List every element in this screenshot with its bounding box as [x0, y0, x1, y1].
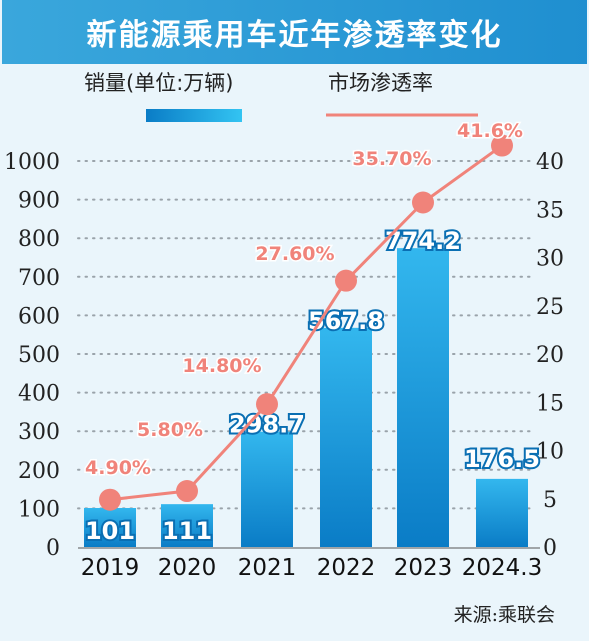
legend-bar-label: 销量(单位:万辆)	[84, 71, 233, 95]
line-value-label: 41.6%	[457, 120, 523, 142]
left-tick-label: 900	[18, 189, 60, 214]
left-tick-label: 600	[18, 304, 60, 329]
bar	[320, 327, 372, 547]
right-tick-label: 40	[536, 150, 564, 175]
line-point	[176, 480, 198, 503]
line-value-label: 5.80%	[137, 419, 203, 441]
legend-line-label: 市场渗透率	[328, 71, 433, 95]
source-note: 来源:乘联会	[453, 604, 555, 626]
left-tick-label: 1000	[4, 150, 60, 175]
bar-value-label: 111	[162, 517, 212, 545]
bar	[397, 248, 449, 547]
x-tick-label: 2020	[158, 555, 217, 581]
line-point	[256, 393, 278, 416]
line-point	[99, 488, 121, 511]
x-tick-label: 2021	[238, 555, 297, 581]
left-tick-label: 500	[18, 343, 60, 368]
left-tick-label: 400	[18, 382, 60, 407]
legend-bar-swatch	[146, 109, 242, 122]
left-tick-label: 700	[18, 266, 60, 291]
bar-series	[84, 248, 528, 547]
right-tick-label: 25	[536, 295, 564, 320]
line-point	[335, 269, 357, 292]
left-tick-label: 0	[46, 536, 60, 561]
x-axis: 2019 2020 2021 2022 2023 2024.3	[78, 547, 542, 581]
line-value-label: 35.70%	[352, 148, 431, 170]
line-point	[412, 191, 434, 214]
right-tick-label: 20	[536, 343, 564, 368]
left-tick-label: 300	[18, 420, 60, 445]
bar	[241, 431, 293, 547]
bar	[161, 504, 213, 547]
right-tick-label: 10	[536, 440, 564, 465]
left-tick-label: 800	[18, 227, 60, 252]
line-point	[491, 134, 513, 157]
left-tick-label: 200	[18, 459, 60, 484]
x-tick-label: 2022	[317, 555, 376, 581]
x-tick-label: 2019	[81, 555, 140, 581]
line-value-label: 27.60%	[255, 243, 334, 265]
chart-title: 新能源乘用车近年渗透率变化	[2, 0, 587, 64]
right-axis: 0 5 10 15 20 25 30 35 40	[536, 150, 564, 561]
right-tick-label: 30	[536, 247, 564, 272]
right-tick-label: 0	[543, 536, 557, 561]
bar-value-label: 774.2	[385, 227, 461, 255]
line-value-labels: 4.90% 5.80% 14.80% 27.60% 35.70% 41.6%	[84, 119, 525, 481]
bar	[84, 508, 136, 547]
right-tick-label: 35	[536, 198, 564, 223]
line-path	[109, 144, 503, 502]
line-value-label: 4.90%	[85, 457, 151, 479]
right-tick-label: 15	[536, 391, 564, 416]
gridlines	[77, 160, 531, 510]
left-tick-label: 100	[18, 497, 60, 522]
legend: 销量(单位:万辆) 市场渗透率	[84, 71, 478, 122]
line-series	[99, 134, 513, 511]
bar	[476, 478, 528, 547]
bar-value-label: 101	[85, 517, 135, 545]
right-tick-label: 5	[543, 488, 557, 513]
left-axis: 0 100 200 300 400 500 600 700 800 900 1000	[4, 150, 60, 561]
bar-value-label: 176.5	[464, 445, 540, 473]
line-value-label: 14.80%	[182, 355, 261, 377]
x-tick-label: 2023	[394, 555, 453, 581]
x-tick-label: 2024.3	[462, 555, 542, 581]
